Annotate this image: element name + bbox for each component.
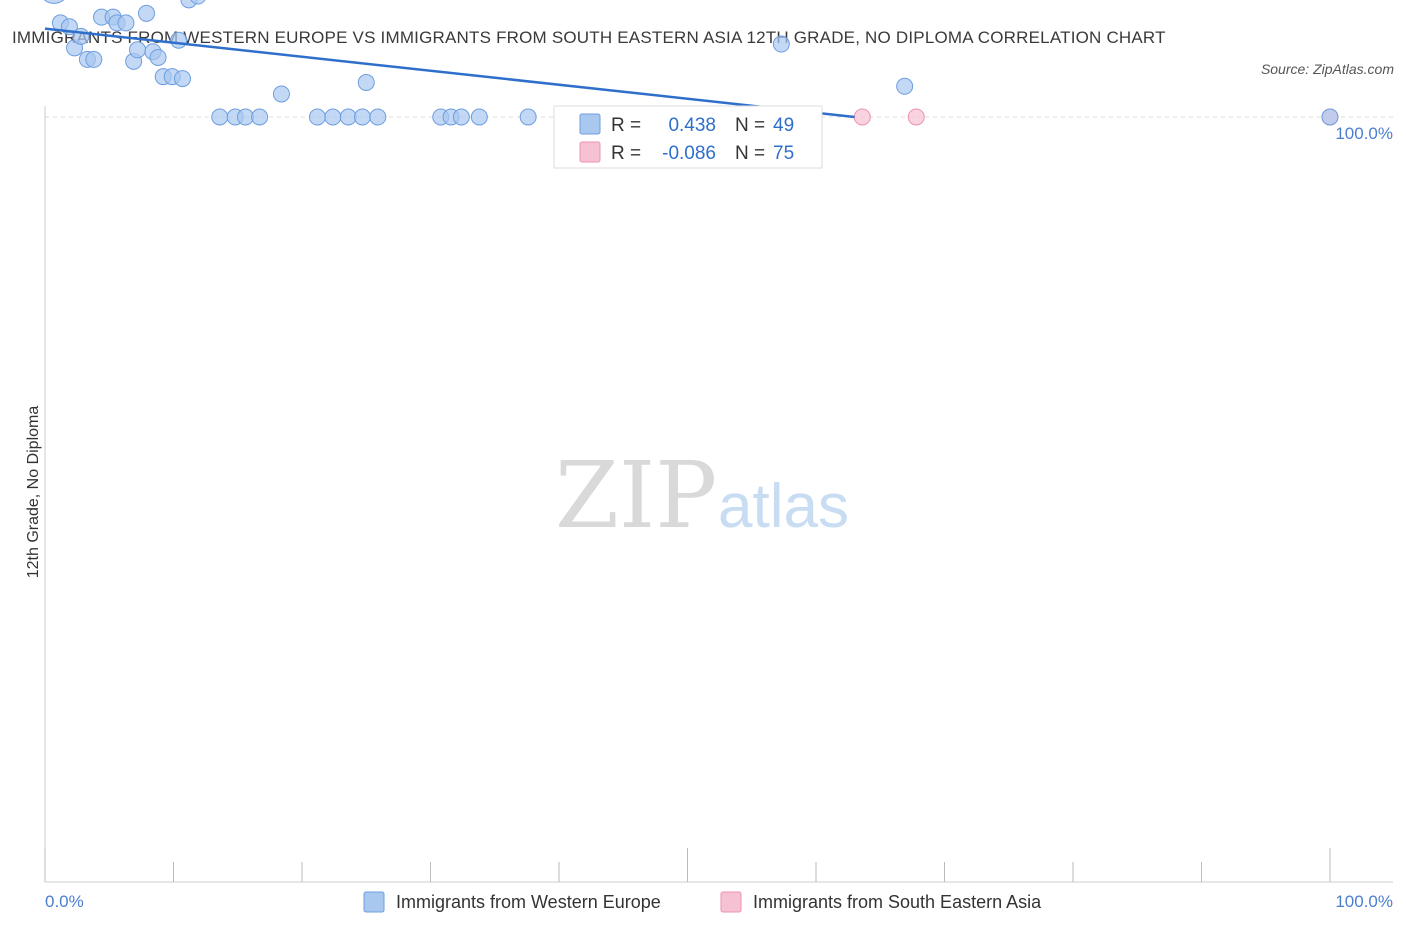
bottom-legend: Immigrants from Western Europe Immigrant… [363, 891, 1042, 913]
blue-point-23 [190, 0, 206, 5]
stats-swatch-pink [579, 141, 601, 163]
stat-r-label-blue: R = [611, 115, 641, 136]
blue-point-17 [149, 48, 167, 66]
blue-point-15 [138, 4, 156, 22]
legend-label-western-europe: Immigrants from Western Europe [396, 892, 661, 912]
blue-point-34 [324, 108, 342, 126]
blue-point-29 [236, 108, 254, 126]
pink-point-69 [853, 108, 871, 126]
axes [44, 106, 1393, 883]
blue-point-20 [170, 31, 188, 49]
watermark: ZIP atlas [555, 442, 849, 549]
legend-label-south-eastern-asia: Immigrants from South Eastern Asia [753, 892, 1042, 912]
blue-point-38 [369, 108, 387, 126]
stat-r-label-pink: R = [611, 143, 641, 164]
y-tick-labels: 70.0%80.0%90.0%100.0% [1335, 124, 1393, 143]
blue-point-1 [43, 0, 65, 4]
trend-lines [44, 27, 855, 119]
trend-line-western-europe [44, 27, 855, 119]
blue-point-25 [211, 108, 229, 126]
blue-point-30 [251, 108, 269, 126]
stat-n-label-blue: N = [735, 115, 765, 136]
blue-point-48 [1321, 108, 1339, 126]
blue-point-43 [519, 108, 537, 126]
blue-point-7 [85, 50, 103, 68]
y-tick-label-100: 100.0% [1335, 124, 1393, 143]
blue-point-14 [129, 41, 147, 59]
legend-swatch-south-eastern-asia [720, 891, 742, 913]
pink-point-70 [907, 108, 925, 126]
x-tick-max: 100.0% [1335, 892, 1393, 911]
watermark-zip: ZIP [555, 442, 717, 549]
stat-n-value-pink: 75 [773, 143, 794, 164]
blue-point-42 [470, 108, 488, 126]
blue-point-46 [772, 35, 790, 53]
stats-legend-box: R = 0.438 N = 49 R = -0.086 N = 75 [553, 105, 823, 169]
blue-point-31 [272, 85, 290, 103]
blue-point-12 [117, 14, 135, 32]
blue-point-35 [339, 108, 357, 126]
y-axis-label: 12th Grade, No Diploma [25, 406, 42, 579]
grid-lines [45, 116, 1393, 118]
x-tick-min: 0.0% [45, 892, 84, 911]
stats-swatch-blue [579, 113, 601, 135]
legend-swatch-western-europe [363, 891, 385, 913]
watermark-atlas: atlas [718, 472, 849, 541]
stat-n-label-pink: N = [735, 143, 765, 164]
source-label: Source: ZipAtlas.com [1260, 61, 1394, 77]
stat-r-value-blue: 0.438 [668, 115, 716, 136]
stat-r-value-pink: -0.086 [662, 143, 716, 164]
blue-point-36 [353, 108, 371, 126]
blue-point-21 [173, 70, 191, 88]
blue-point-41 [452, 108, 470, 126]
stat-n-value-blue: 49 [773, 115, 794, 136]
blue-point-37 [357, 73, 375, 91]
blue-point-33 [308, 108, 326, 126]
chart-title: IMMIGRANTS FROM WESTERN EUROPE VS IMMIGR… [12, 28, 1166, 47]
blue-point-47 [896, 77, 914, 95]
